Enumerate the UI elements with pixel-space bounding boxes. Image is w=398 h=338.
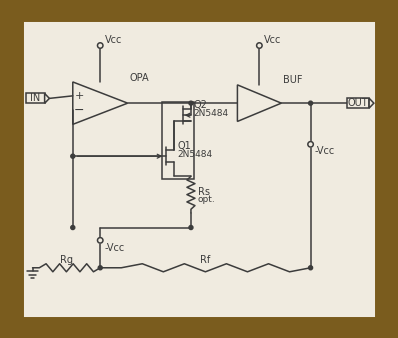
Text: BUF: BUF bbox=[283, 75, 302, 86]
Circle shape bbox=[189, 101, 193, 105]
Text: Rg: Rg bbox=[60, 255, 73, 265]
Circle shape bbox=[71, 154, 75, 158]
Circle shape bbox=[98, 43, 103, 48]
Text: -Vcc: -Vcc bbox=[105, 243, 125, 252]
Text: Rs: Rs bbox=[197, 187, 209, 197]
Circle shape bbox=[257, 43, 262, 48]
Polygon shape bbox=[369, 98, 374, 108]
Polygon shape bbox=[45, 93, 49, 103]
Text: Q2: Q2 bbox=[193, 100, 207, 110]
Text: Vcc: Vcc bbox=[105, 35, 122, 45]
Text: Q1: Q1 bbox=[177, 141, 191, 151]
Text: Vcc: Vcc bbox=[264, 35, 281, 45]
Bar bbox=[25, 93, 45, 103]
Text: IN: IN bbox=[30, 93, 40, 103]
Circle shape bbox=[308, 142, 313, 147]
Text: OPA: OPA bbox=[129, 73, 149, 82]
Bar bbox=[347, 98, 369, 108]
Circle shape bbox=[308, 101, 312, 105]
Text: 2N5484: 2N5484 bbox=[193, 109, 228, 118]
Text: opt.: opt. bbox=[197, 195, 215, 204]
Text: -Vcc: -Vcc bbox=[315, 146, 335, 156]
Text: +: + bbox=[74, 91, 84, 101]
Text: OUT: OUT bbox=[348, 98, 369, 108]
Text: 2N5484: 2N5484 bbox=[177, 150, 212, 159]
Circle shape bbox=[308, 266, 312, 270]
Text: Rf: Rf bbox=[200, 255, 211, 265]
Circle shape bbox=[71, 225, 75, 230]
Text: −: − bbox=[74, 104, 84, 117]
Circle shape bbox=[98, 266, 102, 270]
Bar bbox=[162, 102, 193, 179]
Circle shape bbox=[98, 238, 103, 243]
Circle shape bbox=[189, 225, 193, 230]
